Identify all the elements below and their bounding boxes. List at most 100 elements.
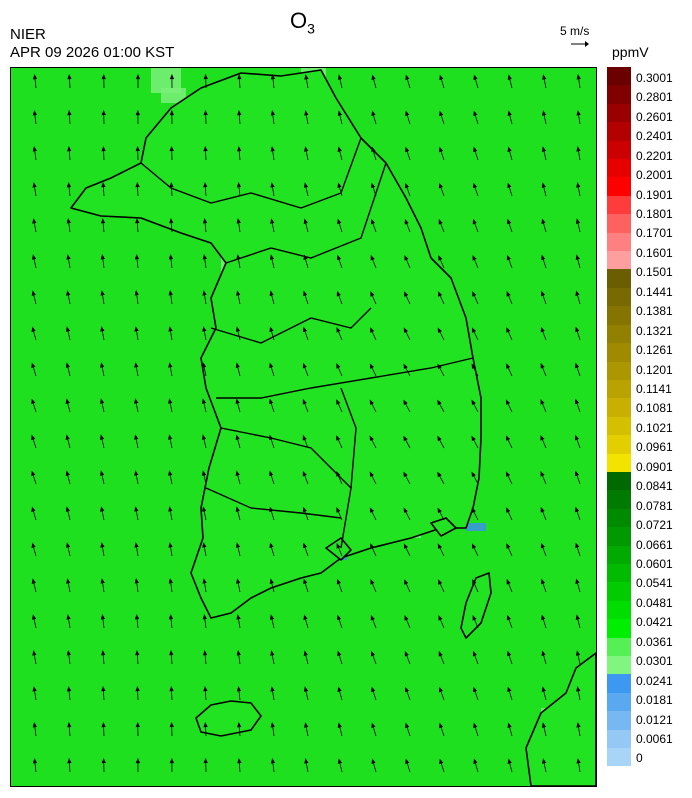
wind-arrow-head [32, 614, 37, 620]
wind-arrow-head [135, 109, 141, 116]
colorbar-label: 0.0481 [636, 595, 673, 610]
wind-arrow-head [541, 146, 547, 152]
wind-arrow-head [303, 614, 308, 621]
colorbar-label: 0.0661 [636, 537, 673, 552]
colorbar-cell [607, 379, 631, 399]
wind-arrow-head [505, 435, 511, 441]
wind-arrow-head [202, 326, 207, 332]
wind-vector-field [31, 73, 581, 773]
wind-arrow-head [100, 398, 105, 404]
wind-arrow-head [576, 722, 581, 728]
wind-arrow-head [438, 686, 443, 693]
colorbar-label: 0.1701 [636, 226, 673, 241]
wind-arrow-head [134, 434, 139, 440]
wind-arrow-head [303, 542, 308, 549]
colorbar-cell [607, 361, 631, 380]
wind-arrow-head [506, 363, 511, 369]
wind-arrow-head [66, 218, 71, 224]
colorbar-cell [607, 471, 631, 491]
colorbar-label: 0.0961 [636, 440, 673, 455]
wind-arrow-head [169, 146, 174, 152]
agency-label: NIER [10, 26, 46, 43]
colorbar-cell [607, 508, 631, 528]
wind-arrow-head [32, 74, 38, 80]
wind-arrow-head [100, 326, 105, 332]
colorbar-label: 0.1381 [636, 304, 673, 319]
map-panel[interactable] [10, 67, 597, 787]
colorbar-cell [607, 692, 631, 712]
colorbar-cell [607, 159, 631, 178]
wind-arrow-head [31, 290, 36, 296]
wind-arrow-head [269, 578, 274, 584]
wind-arrow-head [235, 506, 240, 512]
wind-arrow-head [235, 326, 241, 332]
wind-arrow-head [438, 218, 443, 225]
colorbar [607, 67, 631, 767]
wind-arrow-head [202, 254, 207, 260]
wind-arrow-head [472, 255, 477, 261]
wind-arrow-head [370, 218, 375, 225]
wind-arrow-head [507, 146, 512, 153]
colorbar-cell [607, 195, 631, 215]
wind-arrow-head [235, 362, 240, 368]
wind-arrow-head [31, 470, 36, 477]
colorbar-label: 0.0721 [636, 518, 673, 533]
wind-arrow-head [32, 182, 37, 188]
wind-arrow-head [270, 146, 275, 152]
wind-arrow-head [169, 685, 174, 692]
wind-arrow-head [201, 398, 207, 404]
wind-arrow-head [473, 182, 478, 189]
wind-arrow-head [269, 470, 274, 477]
wind-arrow-head [575, 578, 580, 585]
map-canvas[interactable] [11, 68, 596, 786]
wind-arrow-head [269, 506, 274, 513]
wind-arrow-head [370, 291, 375, 297]
wind-arrow-head [101, 650, 106, 656]
wind-arrow-head [473, 758, 478, 765]
wind-arrow-head [437, 543, 443, 549]
wind-arrow-head [506, 291, 511, 297]
wind-arrow-head [169, 217, 174, 224]
wind-arrow-head [404, 218, 409, 225]
wind-arrow-head [101, 721, 106, 728]
wind-arrow-head [135, 721, 140, 728]
colorbar-cell [607, 674, 631, 693]
wind-arrow-head [236, 650, 241, 656]
wind-arrow-head [540, 326, 545, 333]
wind-arrow-head [302, 398, 307, 405]
wind-arrow-head [337, 146, 342, 152]
colorbar-cell [607, 416, 631, 436]
wind-arrow-head [506, 578, 511, 585]
wind-arrow-head [202, 506, 207, 512]
wind-arrow-head [403, 543, 409, 549]
wind-arrow-head [336, 363, 341, 369]
wind-arrow-head [437, 327, 442, 334]
namhae-island-outline [325, 537, 352, 561]
wind-arrow-head [168, 578, 173, 584]
wind-arrow-head [506, 543, 511, 549]
wind-arrow-head [203, 109, 208, 116]
wind-arrow-head [576, 758, 581, 764]
wind-reference-label: 5 m/s [560, 24, 590, 38]
colorbar-cell [607, 103, 631, 123]
wind-arrow-head [66, 650, 71, 656]
datetime-label: APR 09 2026 01:00 KST [10, 44, 175, 61]
wind-arrow-head [67, 109, 72, 116]
wind-arrow-head [541, 254, 546, 261]
wind-arrow-head [576, 74, 581, 80]
wind-arrow-head [201, 434, 207, 440]
wind-arrow-head [541, 722, 547, 728]
concentration-patch [466, 523, 486, 531]
wind-arrow-head [303, 254, 308, 261]
colorbar-label: 0.0181 [636, 693, 673, 708]
wind-arrow-head [66, 614, 71, 620]
wind-arrow-head [134, 578, 139, 584]
colorbar-cell [607, 232, 631, 252]
wind-arrow-head [31, 506, 36, 513]
wind-arrow-head [66, 290, 71, 296]
colorbar-label: 0.0601 [636, 557, 673, 571]
wind-arrow-head [302, 326, 308, 333]
wind-arrow-head [337, 722, 342, 728]
wind-arrow-head [100, 218, 106, 224]
wind-arrow-head [269, 326, 274, 333]
